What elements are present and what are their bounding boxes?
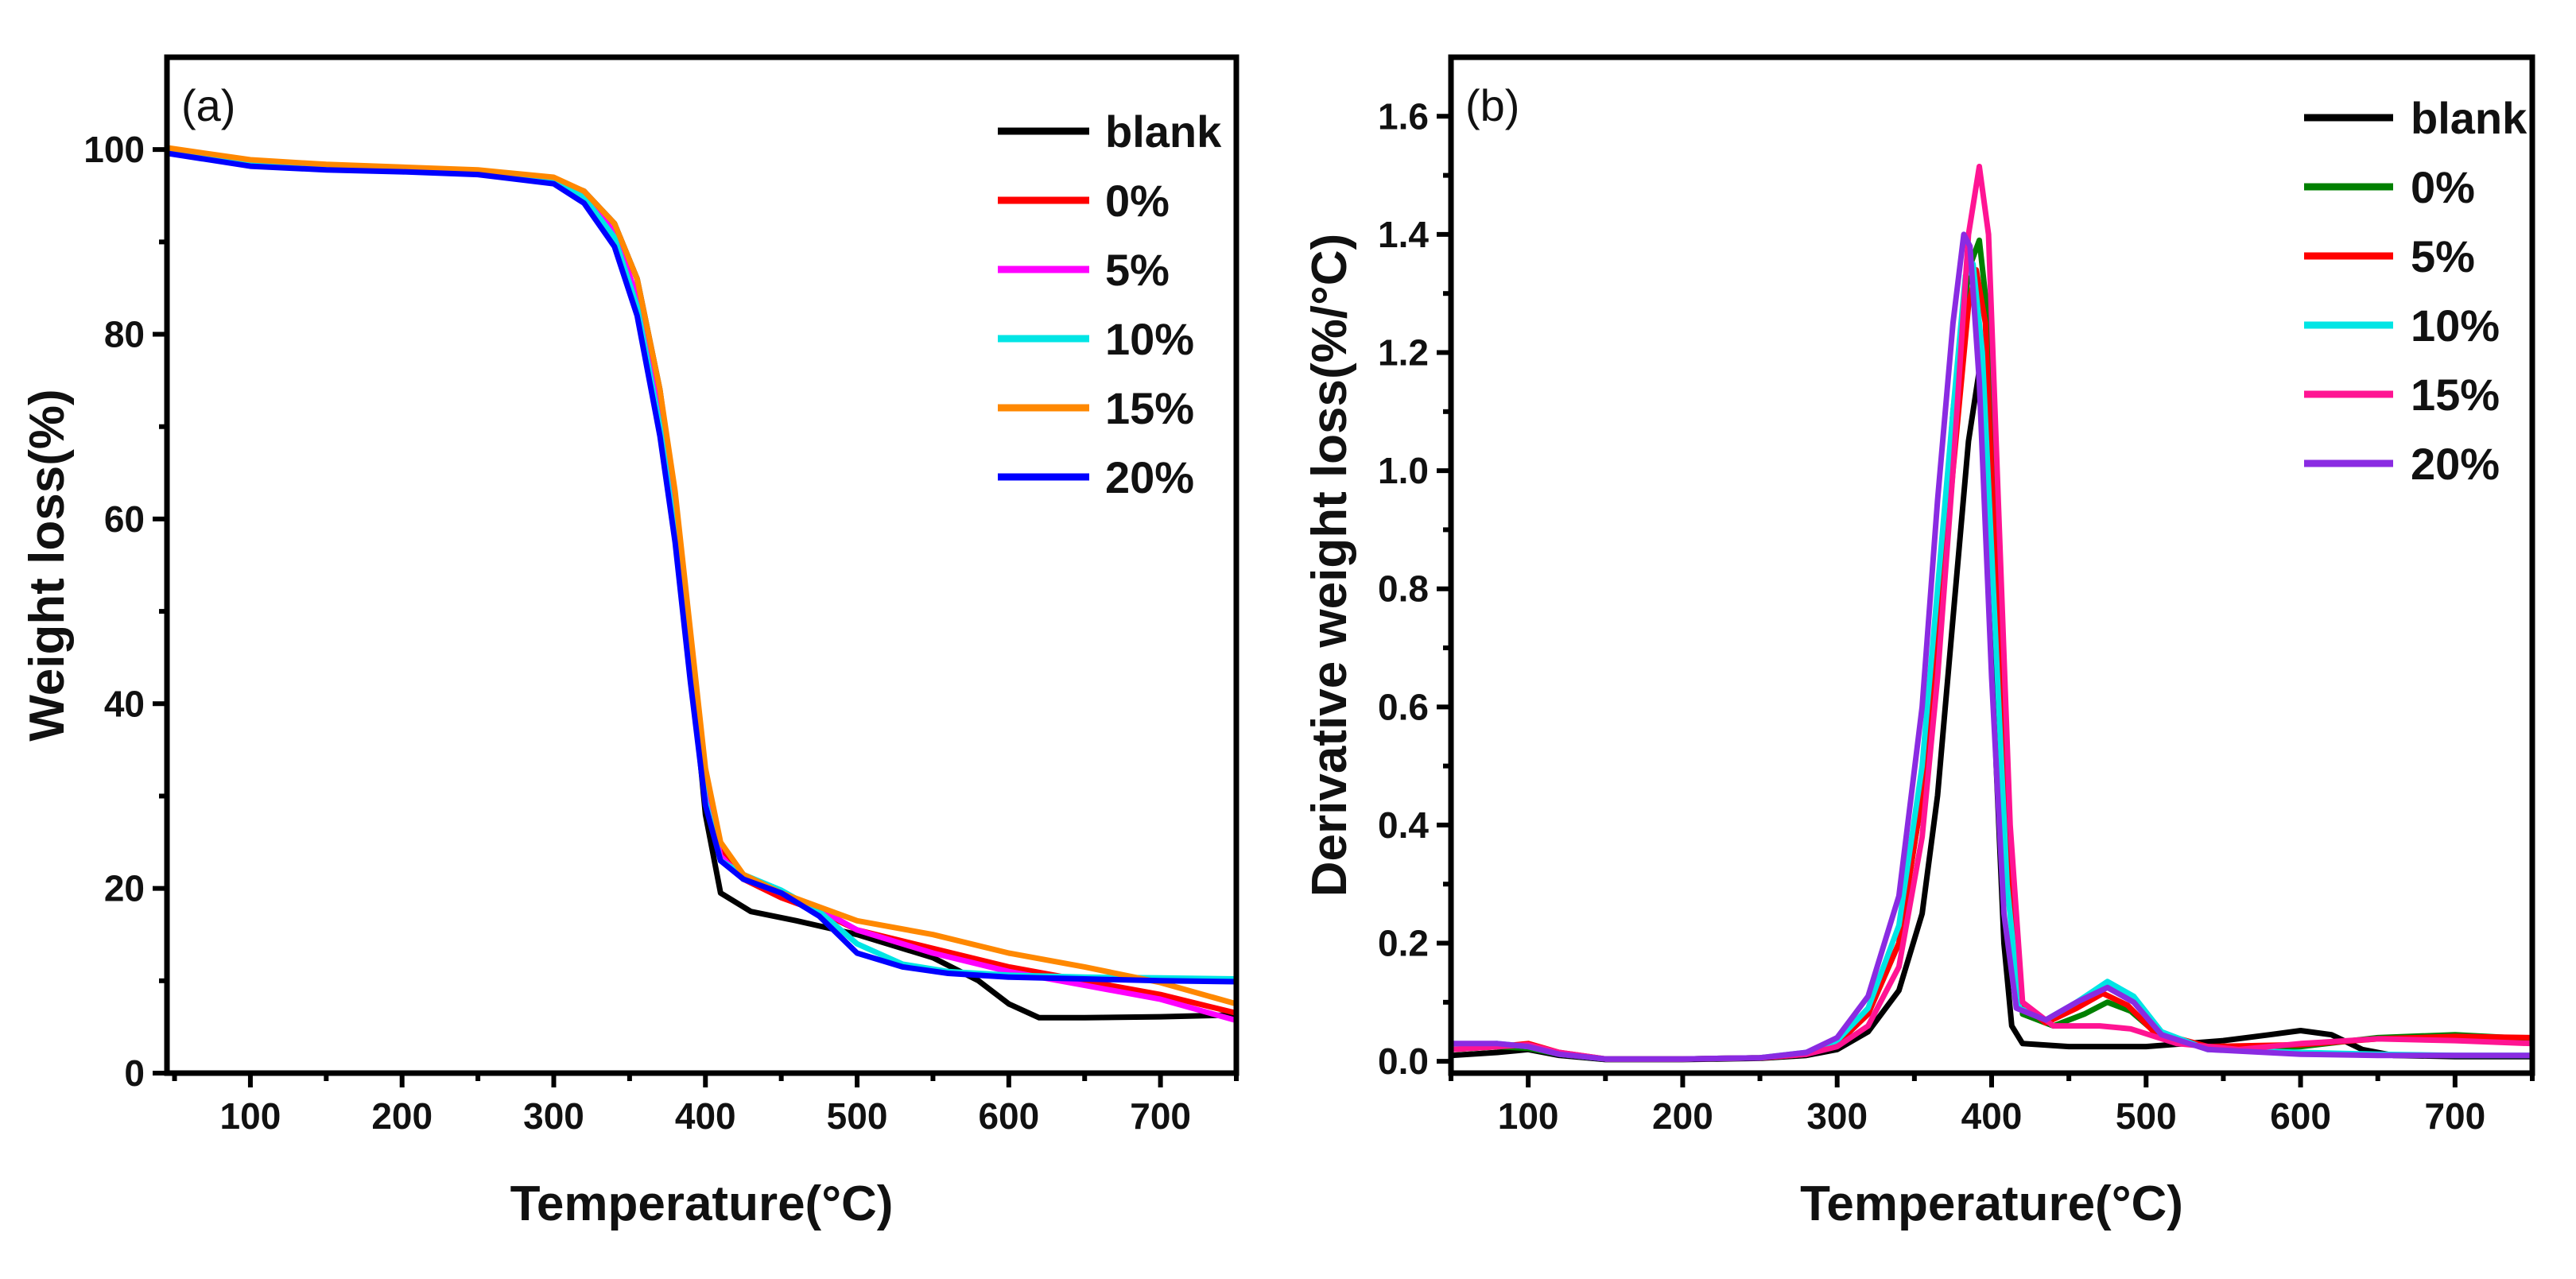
x-tick-label: 700 [1130,1095,1191,1137]
x-tick-label: 600 [978,1095,1039,1137]
y-tick-label: 80 [104,314,145,355]
y-tick-label: 100 [83,129,145,170]
legend-label: 5% [1105,245,1170,295]
y-tick-label: 1.0 [1378,450,1429,491]
x-tick-label: 500 [827,1095,888,1137]
y-tick-label: 1.4 [1378,214,1429,255]
legend: blank 0% 5% 10% 15% 20% [998,107,1222,502]
x-tick-label: 700 [2424,1095,2485,1137]
legend-label: 15% [2411,370,2500,420]
y-tick-label: 0.8 [1378,568,1429,610]
legend-label: blank [2411,93,2528,143]
x-tick-label: 300 [523,1095,584,1137]
y-tick-label: 0.2 [1378,923,1429,964]
legend-label: blank [1105,107,1222,157]
x-axis-title: Temperature(°C) [510,1176,894,1231]
legend-label: 15% [1105,383,1194,433]
legend-label: 0% [1105,176,1170,226]
x-tick-label: 600 [2270,1095,2331,1137]
y-tick-label: 0.6 [1378,686,1429,727]
y-tick-label: 1.6 [1378,95,1429,137]
x-tick-label: 100 [220,1095,281,1137]
x-tick-label: 400 [675,1095,736,1137]
x-tick-label: 200 [371,1095,433,1137]
panel-label: (a) [181,80,235,130]
legend-label: 20% [2411,439,2500,489]
x-tick-label: 300 [1806,1095,1868,1137]
plot-frame [164,54,1240,1076]
series-group [167,145,1236,1024]
legend-label: 0% [2411,162,2475,212]
series-line-20pct [167,150,1236,985]
legend-label: 5% [2411,231,2475,281]
y-tick-label: 0 [124,1052,145,1094]
panel-b: 100 200 300 400 500 600 700 0.0 0.2 0.4 0.6 0.8 1.0 1… [1302,54,2535,1231]
y-axis-title: Weight loss(%) [20,389,75,741]
series-line-15pct [167,145,1236,1007]
y-tick-label: 20 [104,868,145,909]
x-tick-label: 500 [2116,1095,2177,1137]
panel-label: (b) [1465,80,1519,130]
y-tick-label: 0.0 [1378,1041,1429,1082]
y-tick-label: 60 [104,498,145,540]
legend: blank 0% 5% 10% 15% 20% [2304,93,2528,489]
panel-a: 100 200 300 400 500 600 700 0 20 40 60 80 100 Tempera… [20,54,1240,1231]
x-tick-label: 400 [1961,1095,2023,1137]
y-tick-label: 40 [104,683,145,724]
legend-label: 10% [2411,300,2500,351]
legend-label: 20% [1105,452,1194,502]
legend-label: 10% [1105,314,1194,364]
y-tick-label: 0.4 [1378,804,1429,846]
series-line-20pct [1451,231,2532,1062]
x-tick-label: 100 [1498,1095,1559,1137]
y-axis-title: Derivative weight loss(%/°C) [1302,234,1357,897]
x-axis-title: Temperature(°C) [1800,1176,2183,1231]
series-group [1451,164,2532,1063]
y-tick-label: 1.2 [1378,332,1429,374]
x-tick-label: 200 [1652,1095,1713,1137]
